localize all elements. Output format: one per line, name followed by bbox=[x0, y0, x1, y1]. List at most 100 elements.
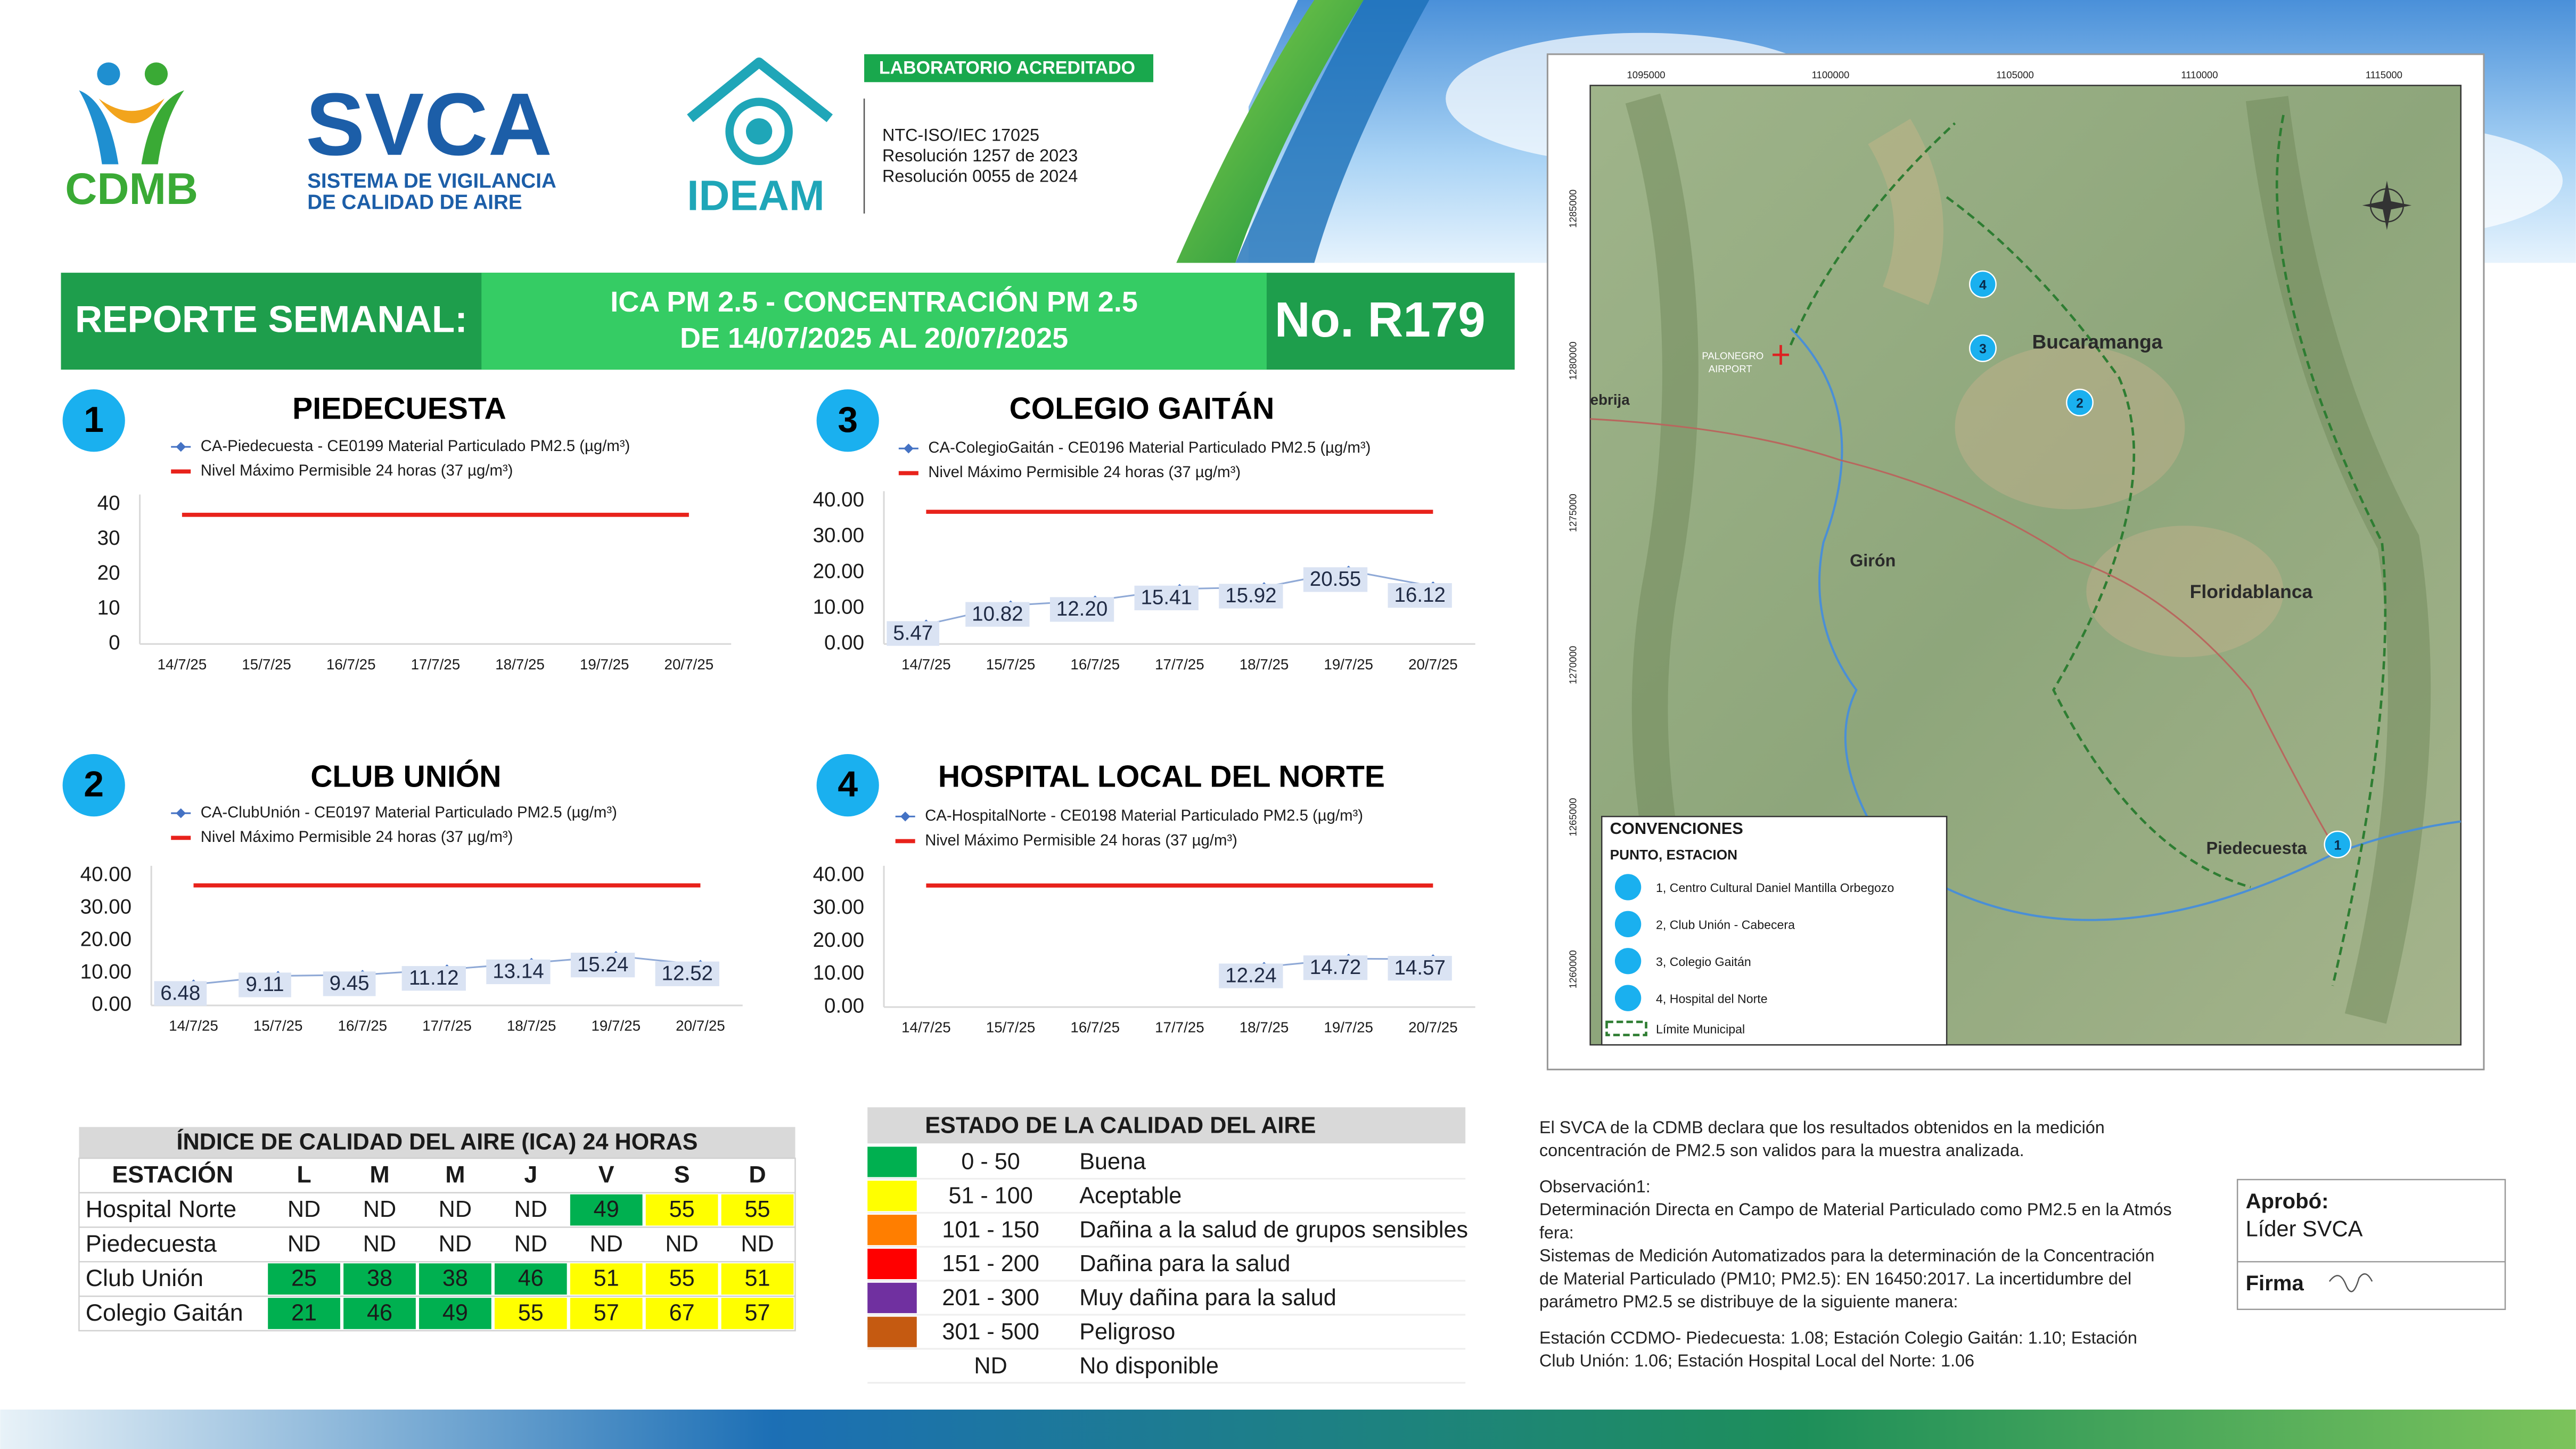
y-tick-label: 40.00 bbox=[80, 863, 132, 886]
banner-label: REPORTE SEMANAL: bbox=[75, 298, 467, 340]
map-place: Bucaramanga bbox=[2032, 331, 2163, 353]
map-legend-marker bbox=[1614, 985, 1642, 1011]
y-tick-label: 10 bbox=[97, 596, 120, 619]
y-tick-label: 0.00 bbox=[92, 993, 132, 1016]
table-cell bbox=[419, 1229, 491, 1260]
table-value: 21 bbox=[291, 1300, 317, 1325]
x-tick-label: 17/7/25 bbox=[422, 1017, 472, 1034]
table-value: ND bbox=[288, 1231, 321, 1257]
chart-title: HOSPITAL LOCAL DEL NORTE bbox=[938, 759, 1385, 793]
data-label-bg bbox=[401, 966, 466, 991]
map-y-coordinate: 1260000 bbox=[1568, 950, 1579, 988]
map-legend-item: 2, Club Unión - Cabecera bbox=[1656, 918, 1795, 932]
table-header: M bbox=[370, 1162, 389, 1188]
swoosh-green bbox=[1176, 0, 1364, 263]
table-border bbox=[78, 1157, 796, 1332]
map-y-coordinate: 1280000 bbox=[1568, 341, 1579, 380]
swoosh-blue bbox=[1235, 0, 1430, 263]
level-label: Buena bbox=[1079, 1149, 1146, 1175]
table-title-bg bbox=[79, 1127, 795, 1158]
y-tick-label: 0.00 bbox=[824, 632, 864, 654]
data-label-bg bbox=[1303, 955, 1368, 980]
legend-label: Nivel Máximo Permisible 24 horas (37 µg/… bbox=[201, 462, 513, 479]
map-y-coordinate: 1285000 bbox=[1568, 190, 1579, 228]
map-legend-subtitle: PUNTO, ESTACION bbox=[1610, 847, 1737, 863]
y-tick-label: 40.00 bbox=[813, 488, 864, 511]
table-value: 46 bbox=[518, 1266, 544, 1291]
cdmb-logo bbox=[79, 62, 184, 165]
y-tick-label: 40 bbox=[97, 492, 120, 514]
chart-title: CLUB UNIÓN bbox=[310, 759, 501, 793]
note-line: Estación CCDMO- Piedecuesta: 1.08; Estac… bbox=[1539, 1328, 2137, 1347]
map-legend-item: 3, Colegio Gaitán bbox=[1656, 955, 1751, 969]
x-tick-label: 18/7/25 bbox=[495, 656, 545, 673]
table-value: 57 bbox=[594, 1300, 619, 1325]
signature-label: Firma bbox=[2246, 1272, 2304, 1295]
map-x-coordinate: 1105000 bbox=[1996, 69, 2034, 80]
table-station: Club Unión bbox=[86, 1265, 203, 1291]
station-marker bbox=[1969, 270, 1997, 298]
map-legend-boundary-label: Límite Municipal bbox=[1656, 1022, 1745, 1036]
table-value: 49 bbox=[594, 1197, 619, 1222]
level-range: 51 - 100 bbox=[948, 1183, 1032, 1208]
banner-number: No. R179 bbox=[1275, 292, 1486, 347]
table-cell bbox=[494, 1298, 567, 1329]
ideam-name: IDEAM bbox=[687, 171, 824, 219]
map-legend-box bbox=[1601, 816, 1948, 1046]
x-tick-label: 15/7/25 bbox=[986, 656, 1036, 673]
table-cell bbox=[645, 1263, 718, 1295]
table-cell bbox=[645, 1194, 718, 1226]
table-title: ÍNDICE DE CALIDAD DEL AIRE (ICA) 24 HORA… bbox=[176, 1129, 698, 1155]
data-label: 13.14 bbox=[493, 960, 544, 983]
x-tick-label: 18/7/25 bbox=[507, 1017, 556, 1034]
station-marker bbox=[2324, 830, 2352, 858]
level-swatch bbox=[867, 1181, 917, 1211]
table-value: 25 bbox=[291, 1266, 317, 1291]
note-line: Sistemas de Medición Automatizados para … bbox=[1539, 1246, 2154, 1265]
map-road bbox=[1590, 418, 2334, 845]
map-relief bbox=[1625, 93, 2431, 1041]
table-cell bbox=[494, 1263, 567, 1295]
note-line: fera: bbox=[1539, 1223, 1574, 1242]
y-tick-label: 30 bbox=[97, 527, 120, 550]
note-line: parámetro PM2.5 se distribuye de la sigu… bbox=[1539, 1292, 1958, 1311]
y-tick-label: 40.00 bbox=[813, 863, 864, 886]
level-swatch bbox=[867, 1248, 917, 1280]
note-line: Club Unión: 1.06; Estación Hospital Loca… bbox=[1539, 1351, 1974, 1370]
map-airport: AIRPORT bbox=[1709, 363, 1752, 374]
data-label: 12.24 bbox=[1225, 964, 1276, 987]
table-header: S bbox=[674, 1162, 690, 1188]
y-tick-label: 20.00 bbox=[813, 929, 864, 952]
ideam-logo bbox=[687, 57, 833, 166]
station-number: 3 bbox=[1979, 342, 1987, 357]
x-tick-label: 14/7/25 bbox=[169, 1017, 218, 1034]
x-tick-label: 15/7/25 bbox=[242, 656, 291, 673]
data-label: 5.47 bbox=[893, 621, 933, 644]
x-tick-label: 17/7/25 bbox=[1155, 656, 1204, 673]
table-cell bbox=[721, 1229, 794, 1260]
level-label: Aceptable bbox=[1079, 1183, 1182, 1208]
level-label: Peligroso bbox=[1079, 1319, 1175, 1345]
table-value: ND bbox=[439, 1231, 472, 1257]
y-tick-label: 0 bbox=[109, 632, 120, 654]
y-tick-label: 0.00 bbox=[824, 994, 864, 1017]
table-value: 55 bbox=[745, 1197, 770, 1222]
x-tick-label: 17/7/25 bbox=[1155, 1019, 1204, 1036]
data-label: 9.11 bbox=[245, 973, 284, 996]
data-label-bg bbox=[1219, 584, 1283, 609]
map-legend-boundary bbox=[1605, 1020, 1647, 1036]
chart-number: 2 bbox=[84, 765, 104, 805]
level-swatch bbox=[867, 1215, 917, 1246]
map-x-coordinate: 1095000 bbox=[1627, 69, 1666, 80]
y-tick-label: 30.00 bbox=[813, 896, 864, 919]
legend-marker bbox=[900, 812, 910, 822]
table-value: 38 bbox=[367, 1266, 392, 1291]
map-legend-title: CONVENCIONES bbox=[1610, 819, 1743, 838]
table-value: 67 bbox=[669, 1300, 695, 1325]
map-airport: PALONEGRO bbox=[1702, 350, 1763, 361]
chart-title: COLEGIO GAITÁN bbox=[1010, 391, 1275, 425]
note-line: de Material Particulado (PM10; PM2.5): E… bbox=[1539, 1269, 2131, 1288]
data-label: 12.20 bbox=[1056, 597, 1107, 620]
x-tick-label: 18/7/25 bbox=[1240, 656, 1289, 673]
